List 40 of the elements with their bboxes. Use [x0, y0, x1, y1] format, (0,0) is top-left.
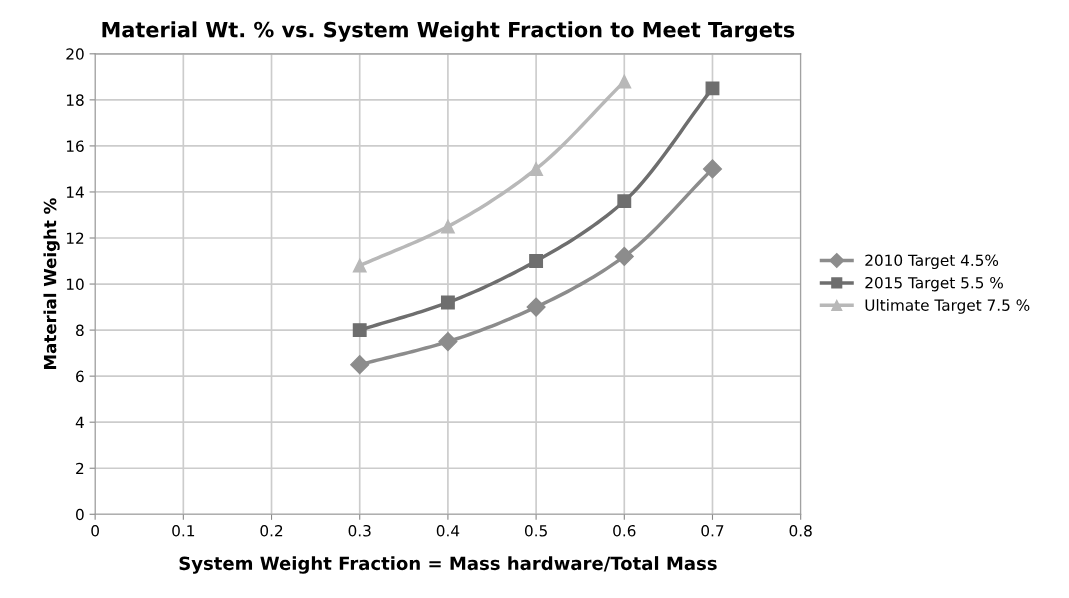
x-tick-label: 0.4 — [436, 524, 460, 537]
point — [617, 194, 632, 209]
point — [440, 295, 455, 310]
y-tick-label: 4 — [75, 416, 84, 428]
y-tick-label: 14 — [66, 186, 84, 198]
point — [529, 161, 544, 176]
y-tick-label: 6 — [76, 370, 84, 383]
point — [352, 323, 367, 338]
x-tick-label: 0.5 — [524, 524, 547, 537]
y-tick-label: 16 — [66, 140, 84, 152]
x-tick-label: 0.6 — [613, 524, 636, 537]
legend-label: 2010 Target 4.5% — [865, 254, 999, 270]
point — [529, 254, 544, 268]
point — [614, 246, 634, 266]
y-tick-label: 20 — [66, 48, 84, 60]
y-tick-label: 18 — [66, 94, 84, 106]
x-tick-label: 0 — [91, 524, 99, 537]
y-tick-label: 10 — [66, 278, 84, 291]
point — [526, 297, 546, 317]
point — [440, 219, 455, 234]
legend-label: Ultimate Target 7.5 % — [865, 299, 1030, 314]
point — [350, 355, 370, 375]
point — [438, 332, 458, 352]
point — [617, 74, 632, 89]
x-axis-title: System Weight Fraction = Mass hardware/Total Mass — [179, 556, 717, 574]
legend-label: 2015 Target 5.5 % — [865, 276, 1003, 292]
chart-title: Material Wt. % vs. System Weight Fraction to Meet Targets — [102, 21, 795, 42]
y-axis-title: Material Weight % — [43, 198, 60, 369]
x-tick-label: 0.3 — [348, 524, 371, 537]
x-tick-label: 0.8 — [789, 524, 812, 537]
point — [702, 159, 723, 179]
y-tick-label: 0 — [76, 508, 84, 521]
x-tick-label: 0.7 — [701, 524, 724, 537]
x-tick-label: 0.1 — [172, 524, 195, 537]
point — [705, 81, 720, 96]
y-tick-label: 12 — [66, 232, 84, 244]
y-tick-label: 8 — [76, 324, 84, 337]
point — [352, 258, 367, 273]
y-tick-label: 2 — [76, 462, 84, 475]
x-tick-label: 0.2 — [260, 524, 283, 537]
